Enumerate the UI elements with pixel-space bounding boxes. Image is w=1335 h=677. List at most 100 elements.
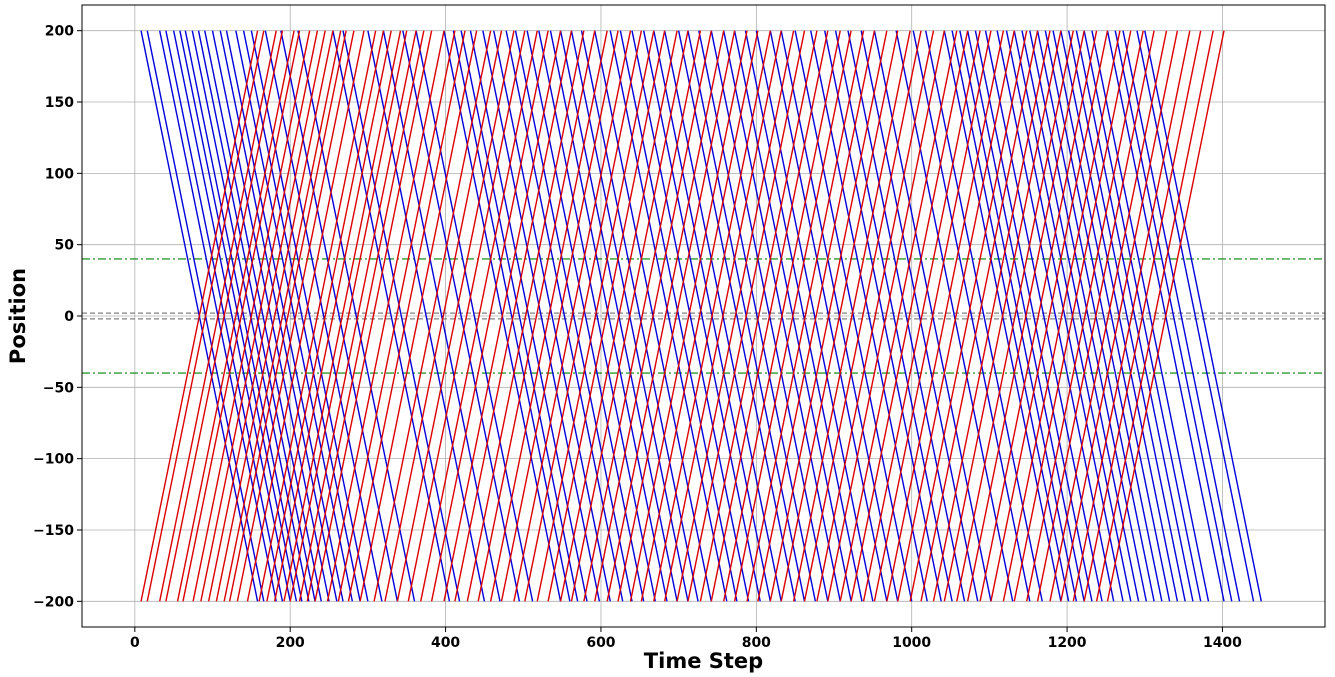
descending-trajectory-line [744, 30, 863, 602]
y-tick-label: −50 [43, 380, 74, 396]
ascending-trajectory-line [1013, 30, 1132, 602]
ascending-trajectory-line [289, 30, 408, 602]
descending-trajectory-line [204, 30, 322, 602]
ascending-trajectory-line [1060, 30, 1179, 602]
ascending-trajectory-line [827, 30, 946, 602]
descending-trajectory-line [402, 30, 521, 602]
x-tick-label: 600 [586, 635, 615, 651]
descending-trajectory-line [219, 30, 338, 602]
ascending-trajectory-line [1072, 30, 1191, 602]
ascending-trajectory-line [396, 30, 515, 602]
descending-trajectory-line [172, 30, 291, 602]
ascending-trajectory-line [676, 30, 795, 602]
y-axis-label: Position [6, 268, 30, 364]
x-axis-ticks: 0 200 400 600 800 1000 1200 1400 [130, 627, 1242, 651]
ascending-trajectory-line [920, 30, 1039, 602]
ascending-trajectory-line [273, 30, 392, 602]
ascending-trajectory-line [165, 30, 284, 602]
descending-trajectory-line [184, 30, 303, 602]
ascending-trajectory-line [159, 30, 277, 602]
descending-trajectory-line [297, 30, 416, 602]
descending-trajectory-line [631, 30, 750, 602]
y-tick-label: 200 [45, 24, 74, 40]
ascending-trajectory-line [1002, 30, 1121, 602]
ascending-trajectory-line [306, 30, 425, 602]
descending-trajectory-line [580, 30, 699, 602]
descending-trajectory-line [1122, 30, 1241, 602]
ascending-trajectory-line [733, 30, 852, 602]
descending-trajectory-line [860, 30, 979, 602]
ascending-trajectory-line [176, 30, 295, 602]
ascending-trajectory-line [757, 30, 876, 602]
descending-trajectory-line [191, 30, 310, 602]
descending-trajectory-line [549, 30, 668, 602]
ascending-trajectory-line [407, 30, 526, 602]
x-axis-label: Time Step [644, 649, 763, 673]
descending-trajectory-line [225, 30, 344, 602]
ascending-trajectory-line [687, 30, 806, 602]
ascending-trajectory-line [326, 30, 445, 602]
descending-trajectory-line [677, 30, 796, 602]
ascending-trajectory-line [536, 30, 655, 602]
y-tick-label: 100 [45, 166, 74, 182]
ascending-trajectory-line [298, 30, 417, 602]
ascending-trajectory-line [979, 30, 1098, 602]
descending-trajectory-line [197, 30, 316, 602]
y-tick-label: 0 [64, 309, 74, 325]
ascending-trajectory-line [583, 30, 702, 602]
ascending-trajectory-line [990, 30, 1109, 602]
ascending-trajectory-line [559, 30, 678, 602]
descending-trajectory-line [810, 30, 928, 602]
ascending-trajectory-line [816, 30, 935, 602]
y-tick-label: 50 [55, 238, 75, 254]
ascending-trajectory-line [215, 30, 334, 602]
x-tick-label: 800 [742, 635, 771, 651]
descending-trajectory-line [1136, 30, 1255, 602]
ascending-trajectory-line [228, 30, 347, 602]
ascending-trajectory-line [803, 30, 922, 602]
ascending-trajectory-line [617, 30, 736, 602]
ascending-trajectory-line [606, 30, 725, 602]
ascending-trajectory-line [430, 30, 549, 602]
descending-trajectory-line [984, 30, 1103, 602]
ascending-trajectory-line [850, 30, 969, 602]
ascending-trajectory-line [258, 30, 377, 602]
descending-trajectory-line [996, 30, 1115, 602]
descending-trajectory-line [179, 30, 298, 602]
descending-trajectory-line [538, 30, 657, 602]
ascending-trajectory-line [182, 30, 301, 602]
descending-trajectory-line [642, 30, 761, 602]
y-tick-label: 150 [45, 95, 74, 111]
ascending-trajectory-line [246, 30, 365, 602]
ascending-trajectory-line [477, 30, 596, 602]
ascending-trajectory-line [862, 30, 981, 602]
ascending-trajectory-line [140, 30, 259, 602]
ascending-trajectory-line [200, 30, 319, 602]
ascending-trajectory-line [653, 30, 771, 602]
x-tick-label: 400 [431, 635, 460, 651]
y-tick-label: −100 [33, 452, 74, 468]
x-tick-label: 0 [130, 635, 140, 651]
descending-trajectory-line [280, 30, 399, 602]
ascending-trajectory-line [420, 30, 538, 602]
ascending-trajectory-line [640, 30, 759, 602]
ascending-trajectory-line [839, 30, 958, 602]
ascending-trajectory-line [723, 30, 841, 602]
series-lines [140, 30, 1262, 602]
ascending-trajectory-line [1025, 30, 1144, 602]
x-tick-label: 200 [276, 635, 305, 651]
ascending-trajectory-line [780, 30, 899, 602]
ascending-trajectory-line [943, 30, 1062, 602]
ascending-trajectory-line [466, 30, 585, 602]
x-tick-label: 1400 [1203, 635, 1242, 651]
ascending-trajectory-line [746, 30, 865, 602]
ascending-trajectory-line [489, 30, 608, 602]
descending-trajectory-line [755, 30, 874, 602]
ascending-trajectory-line [283, 30, 402, 602]
ascending-trajectory-line [373, 30, 492, 602]
ascending-trajectory-line [1083, 30, 1202, 602]
x-tick-label: 1000 [892, 635, 931, 651]
ascending-trajectory-line [956, 30, 1074, 602]
ascending-trajectory-line [629, 30, 748, 602]
